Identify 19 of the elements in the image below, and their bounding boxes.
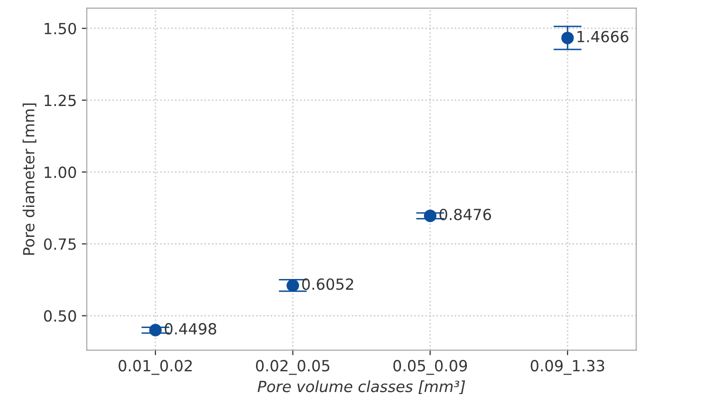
x-axis-title: Pore volume classes [mm³] xyxy=(258,380,466,394)
point xyxy=(424,210,436,222)
x-tick-label: 0.09_1.33 xyxy=(530,360,604,375)
y-tick-label: 1.50 xyxy=(44,22,76,34)
x-tick-label: 0.05_0.09 xyxy=(393,360,467,375)
data-label: 0.8476 xyxy=(440,208,492,220)
y-axis-title: Pore diameter [mm] xyxy=(22,104,36,255)
y-tick-label: 1.25 xyxy=(44,94,76,106)
data-label: 0.6052 xyxy=(302,278,354,290)
y-tick-label: 0.50 xyxy=(44,310,76,322)
data-label: 0.4498 xyxy=(164,323,216,335)
y-tick-label: 0.75 xyxy=(44,238,76,250)
point xyxy=(561,32,574,44)
data-label: 1.4666 xyxy=(578,30,628,42)
x-tick-label: 0.01_0.02 xyxy=(118,360,192,375)
y-tick-label: 1.00 xyxy=(44,166,76,178)
point xyxy=(149,324,162,336)
x-tick-label: 0.02_0.05 xyxy=(256,360,330,375)
point xyxy=(286,279,300,292)
